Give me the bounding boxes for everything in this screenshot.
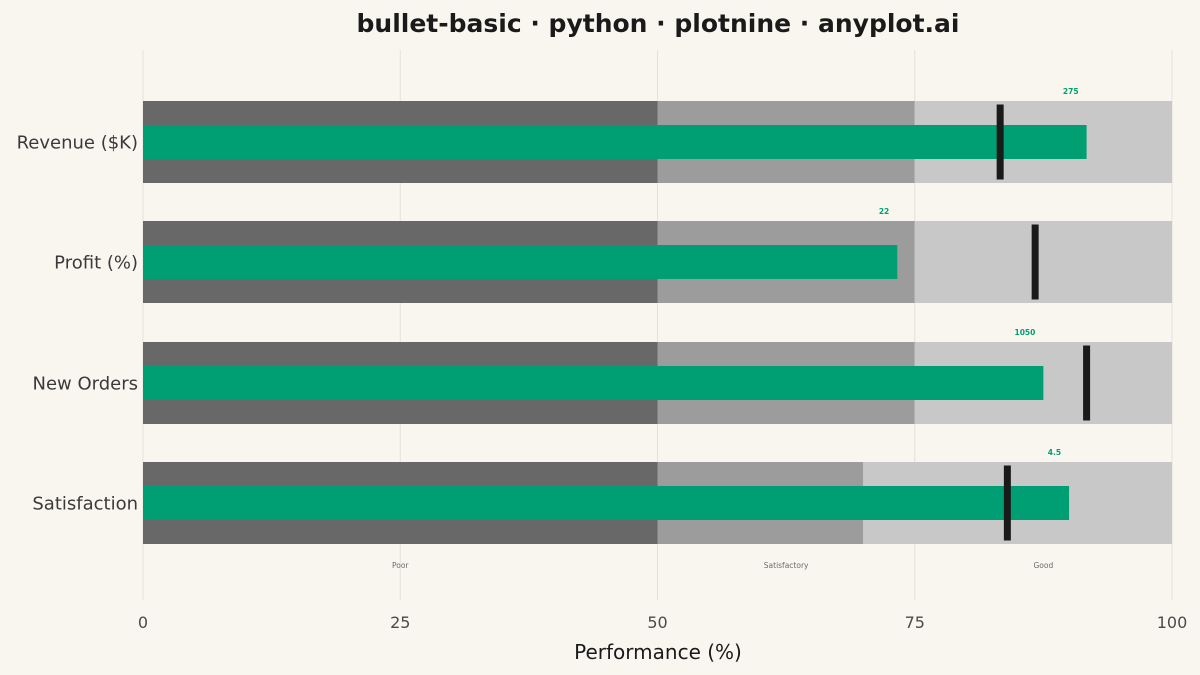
actual-bar <box>143 125 1087 159</box>
actual-value-label: 4.5 <box>1048 448 1061 457</box>
range-label: Satisfactory <box>764 561 809 570</box>
category-label: Revenue ($K) <box>17 133 138 154</box>
category-label: New Orders <box>32 374 138 395</box>
target-marker <box>996 104 1004 180</box>
x-tick-label: 50 <box>647 613 667 632</box>
range-label: Good <box>1034 561 1054 570</box>
actual-value-label: 275 <box>1063 87 1079 96</box>
category-label: Profit (%) <box>54 253 138 274</box>
actual-bar <box>143 486 1070 520</box>
range-label: Poor <box>392 561 409 570</box>
x-tick-label: 75 <box>905 613 925 632</box>
bullet-bars <box>143 101 1172 544</box>
actual-bar <box>143 366 1044 400</box>
band-good <box>914 221 1172 303</box>
actual-value-label: 1050 <box>1015 328 1036 337</box>
x-axis-label: Performance (%) <box>574 640 742 664</box>
actual-value-label: 22 <box>879 207 889 216</box>
target-marker <box>1003 465 1011 541</box>
chart-labels: 0 25 50 75 100 Revenue ($K) 275 Profit (%) 22 New… <box>17 87 1188 632</box>
target-marker <box>1083 345 1091 421</box>
category-label: Satisfaction <box>32 494 138 515</box>
x-tick-label: 100 <box>1157 613 1188 632</box>
actual-bar <box>143 245 898 279</box>
target-marker <box>1031 224 1039 300</box>
x-tick-label: 0 <box>138 613 148 632</box>
x-tick-label: 25 <box>390 613 410 632</box>
chart-title: bullet-basic · python · plotnine · anypl… <box>357 9 960 38</box>
